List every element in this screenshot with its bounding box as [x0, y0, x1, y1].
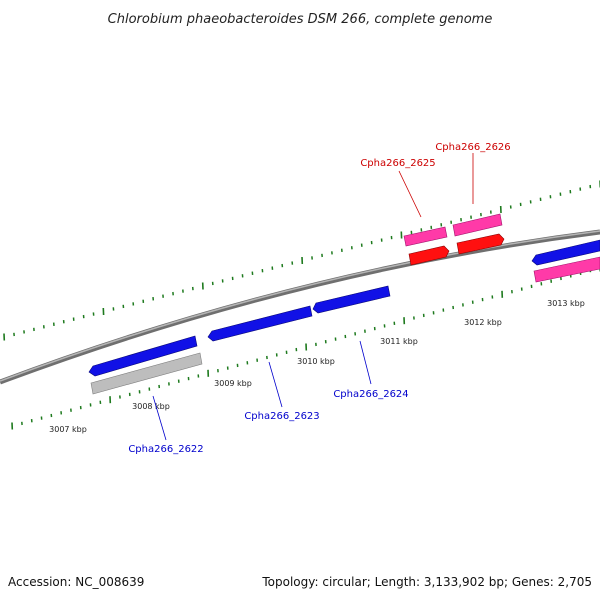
accession-text: Accession: NC_008639	[8, 575, 144, 589]
gene-feature[interactable]	[88, 335, 198, 377]
tick-label: 3008 kbp	[132, 402, 170, 411]
tick-label: 3009 kbp	[214, 379, 252, 388]
gene-label-leaders	[152, 153, 474, 441]
tick-label: 3007 kbp	[49, 425, 87, 434]
gene-feature-pink[interactable]	[403, 226, 448, 247]
gene-label-cpha266-2624[interactable]: Cpha266_2624	[333, 389, 408, 400]
tick-label: 3010 kbp	[297, 357, 335, 366]
gene-labels: Cpha266_2622 Cpha266_2623 Cpha266_2624 C…	[128, 142, 510, 455]
gene-features	[88, 213, 600, 395]
map-title: Chlorobium phaeobacteroides DSM 266, com…	[108, 12, 493, 27]
tick-labels: 3007 kbp 3008 kbp 3009 kbp 3010 kbp 3011…	[49, 299, 585, 434]
gene-label-cpha266-2623[interactable]: Cpha266_2623	[244, 411, 319, 422]
gene-label-cpha266-2622[interactable]: Cpha266_2622	[128, 444, 203, 455]
genome-backbone	[0, 229, 600, 385]
gene-feature-red[interactable]	[408, 245, 450, 266]
gene-feature-pink[interactable]	[452, 213, 503, 237]
tick-label: 3011 kbp	[380, 337, 418, 346]
gene-label-cpha266-2625[interactable]: Cpha266_2625	[360, 158, 435, 169]
tick-label: 3013 kbp	[547, 299, 585, 308]
genome-summary-text: Topology: circular; Length: 3,133,902 bp…	[261, 575, 592, 589]
gene-feature[interactable]	[531, 239, 600, 266]
gene-feature-pink[interactable]	[533, 256, 600, 283]
gene-feature-red[interactable]	[456, 233, 505, 255]
gene-feature[interactable]	[207, 305, 313, 342]
gene-feature[interactable]	[312, 285, 391, 314]
gene-feature-gray[interactable]	[90, 352, 203, 395]
genome-backbone-highlight	[0, 230, 600, 382]
gene-label-cpha266-2626[interactable]: Cpha266_2626	[435, 142, 510, 153]
outer-tick-row	[3, 180, 600, 341]
tick-label: 3012 kbp	[464, 318, 502, 327]
